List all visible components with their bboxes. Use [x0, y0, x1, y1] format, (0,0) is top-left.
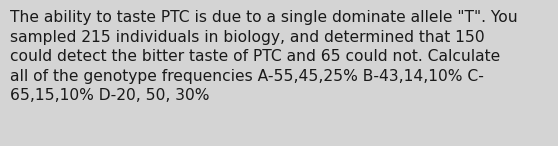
Text: The ability to taste PTC is due to a single dominate allele "T". You
sampled 215: The ability to taste PTC is due to a sin…	[10, 10, 518, 104]
